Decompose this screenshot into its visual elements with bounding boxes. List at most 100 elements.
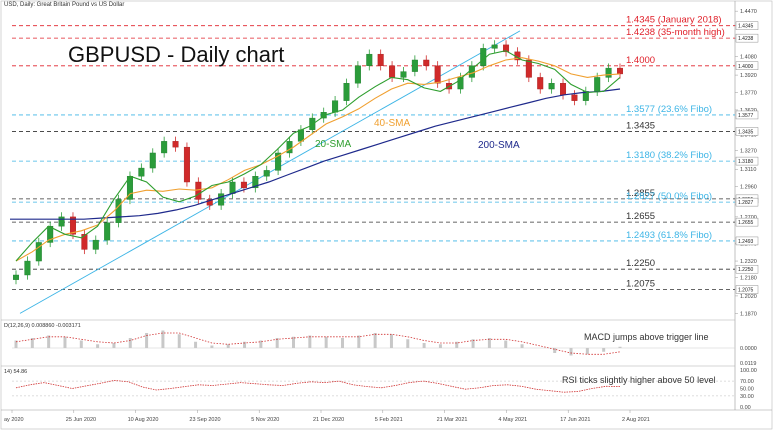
price-tick-label: 1.2320	[740, 259, 757, 265]
level-axis-value: 1.2493	[738, 239, 754, 245]
time-tick-label: 5 Feb 2021	[375, 417, 403, 423]
level-axis-box	[735, 21, 759, 30]
level-label: 1.4238 (35-month high)	[626, 27, 725, 38]
level-label: 1.2250	[626, 258, 655, 269]
candle-body	[617, 67, 624, 75]
candle-body	[605, 67, 612, 78]
candle-body	[252, 176, 259, 189]
uptrend-line	[19, 30, 521, 314]
level-label: 1.4000	[626, 55, 655, 66]
time-tick-label: 25 Jun 2020	[66, 417, 96, 423]
level-axis-box	[735, 156, 759, 166]
candle-body	[149, 152, 156, 169]
time-tick-label: 10 Aug 2020	[128, 417, 159, 423]
sma200-line	[10, 88, 621, 220]
candle-body	[389, 65, 396, 78]
rsi-annotation: RSI ticks slightly higher above 50 level	[562, 375, 716, 385]
candle-body	[411, 59, 418, 72]
candle-body	[491, 44, 498, 49]
price-tick-label: 1.4080	[740, 54, 757, 60]
time-tick-label: 21 Dec 2020	[313, 417, 344, 423]
candle-body	[377, 53, 384, 66]
candle-body	[240, 181, 247, 189]
price-tick-label: 1.2020	[740, 294, 757, 300]
level-label: 1.4345 (January 2018)	[626, 15, 722, 26]
symbol-header: USD, Daily: Great Britain Pound vs US Do…	[4, 2, 125, 8]
sma20-annotation: 20-SMA	[315, 139, 351, 150]
time-tick-label: 5 Nov 2020	[251, 417, 279, 423]
level-axis-value: 1.2827	[738, 200, 754, 206]
price-tick-label: 1.3110	[740, 167, 756, 173]
candle-body	[320, 112, 327, 119]
candle-body	[503, 44, 510, 53]
level-axis-box	[735, 127, 759, 136]
sma20-line	[15, 50, 621, 262]
level-axis-box	[735, 110, 759, 120]
time-tick-label: 2 Aug 2021	[622, 417, 650, 423]
candle-body	[47, 225, 54, 243]
level-axis-box	[735, 264, 759, 274]
candle-body	[525, 59, 532, 78]
candle-body	[138, 167, 145, 177]
candle-body	[263, 170, 270, 177]
candle-body	[35, 242, 42, 262]
candle-body	[229, 181, 236, 194]
macd-signal-line	[15, 332, 621, 355]
time-tick-label: 23 Sep 2020	[189, 417, 220, 423]
candle-body	[457, 77, 464, 90]
rsi-header: 14) 54.86	[4, 369, 27, 375]
price-tick-label: 1.3770	[740, 91, 757, 97]
level-axis-value: 1.4238	[738, 36, 754, 42]
level-axis-value: 1.4000	[738, 64, 754, 70]
level-label: 1.2855	[626, 188, 655, 199]
candle-body	[537, 77, 544, 90]
price-tick-label: 1.2700	[740, 215, 757, 221]
time-tick-label: 4 May 2021	[498, 417, 527, 423]
level-label: 1.2493 (61.8% Fibo)	[626, 230, 712, 241]
candle-body	[24, 260, 31, 276]
rsi-tick-label: 50.00	[740, 387, 754, 393]
candle-body	[571, 94, 578, 101]
level-axis-value: 1.2250	[738, 267, 754, 273]
price-tick-label: 1.3920	[740, 73, 757, 79]
level-axis-box	[735, 33, 759, 43]
candle-body	[560, 83, 567, 96]
candle-body	[161, 141, 168, 154]
price-tick-label: 1.4470	[740, 9, 757, 15]
candle-body	[548, 83, 555, 90]
level-axis-box	[735, 217, 759, 227]
candle-body	[354, 65, 361, 84]
candle-body	[366, 53, 373, 66]
macd-tick-label: 0.0119	[740, 361, 756, 367]
candle-body	[206, 199, 213, 206]
candle-body	[69, 216, 76, 235]
time-tick-label: 17 Jun 2021	[560, 417, 590, 423]
time-tick-label: ay 2020	[4, 417, 24, 423]
candle-body	[343, 83, 350, 101]
rsi-tick-label: 100.00	[740, 368, 757, 374]
candle-body	[286, 141, 293, 154]
candle-body	[104, 222, 111, 241]
level-axis-value: 1.2655	[738, 220, 754, 226]
candle-body	[423, 59, 430, 66]
macd-header: D(12,26,9) 0.008860 -0.003171	[4, 323, 81, 329]
rsi-tick-label: 70.00	[740, 379, 754, 385]
price-tick-label: 1.2960	[740, 185, 757, 191]
candle-body	[172, 141, 179, 148]
level-label: 1.2655	[626, 211, 655, 222]
chart-title: GBPUSD - Daily chart	[68, 42, 285, 67]
rsi-line	[15, 379, 621, 393]
level-label: 1.2075	[626, 279, 655, 290]
sma200-annotation: 200-SMA	[478, 140, 520, 151]
candle-body	[400, 71, 407, 78]
level-axis-value: 1.2075	[738, 288, 754, 294]
candle-body	[332, 100, 339, 113]
price-tick-label: 1.1870	[740, 311, 757, 317]
candle-body	[58, 216, 65, 227]
level-axis-value: 1.3435	[738, 129, 754, 135]
candle-body	[183, 146, 190, 183]
level-label: 1.3180 (38.2% Fibo)	[626, 150, 712, 161]
